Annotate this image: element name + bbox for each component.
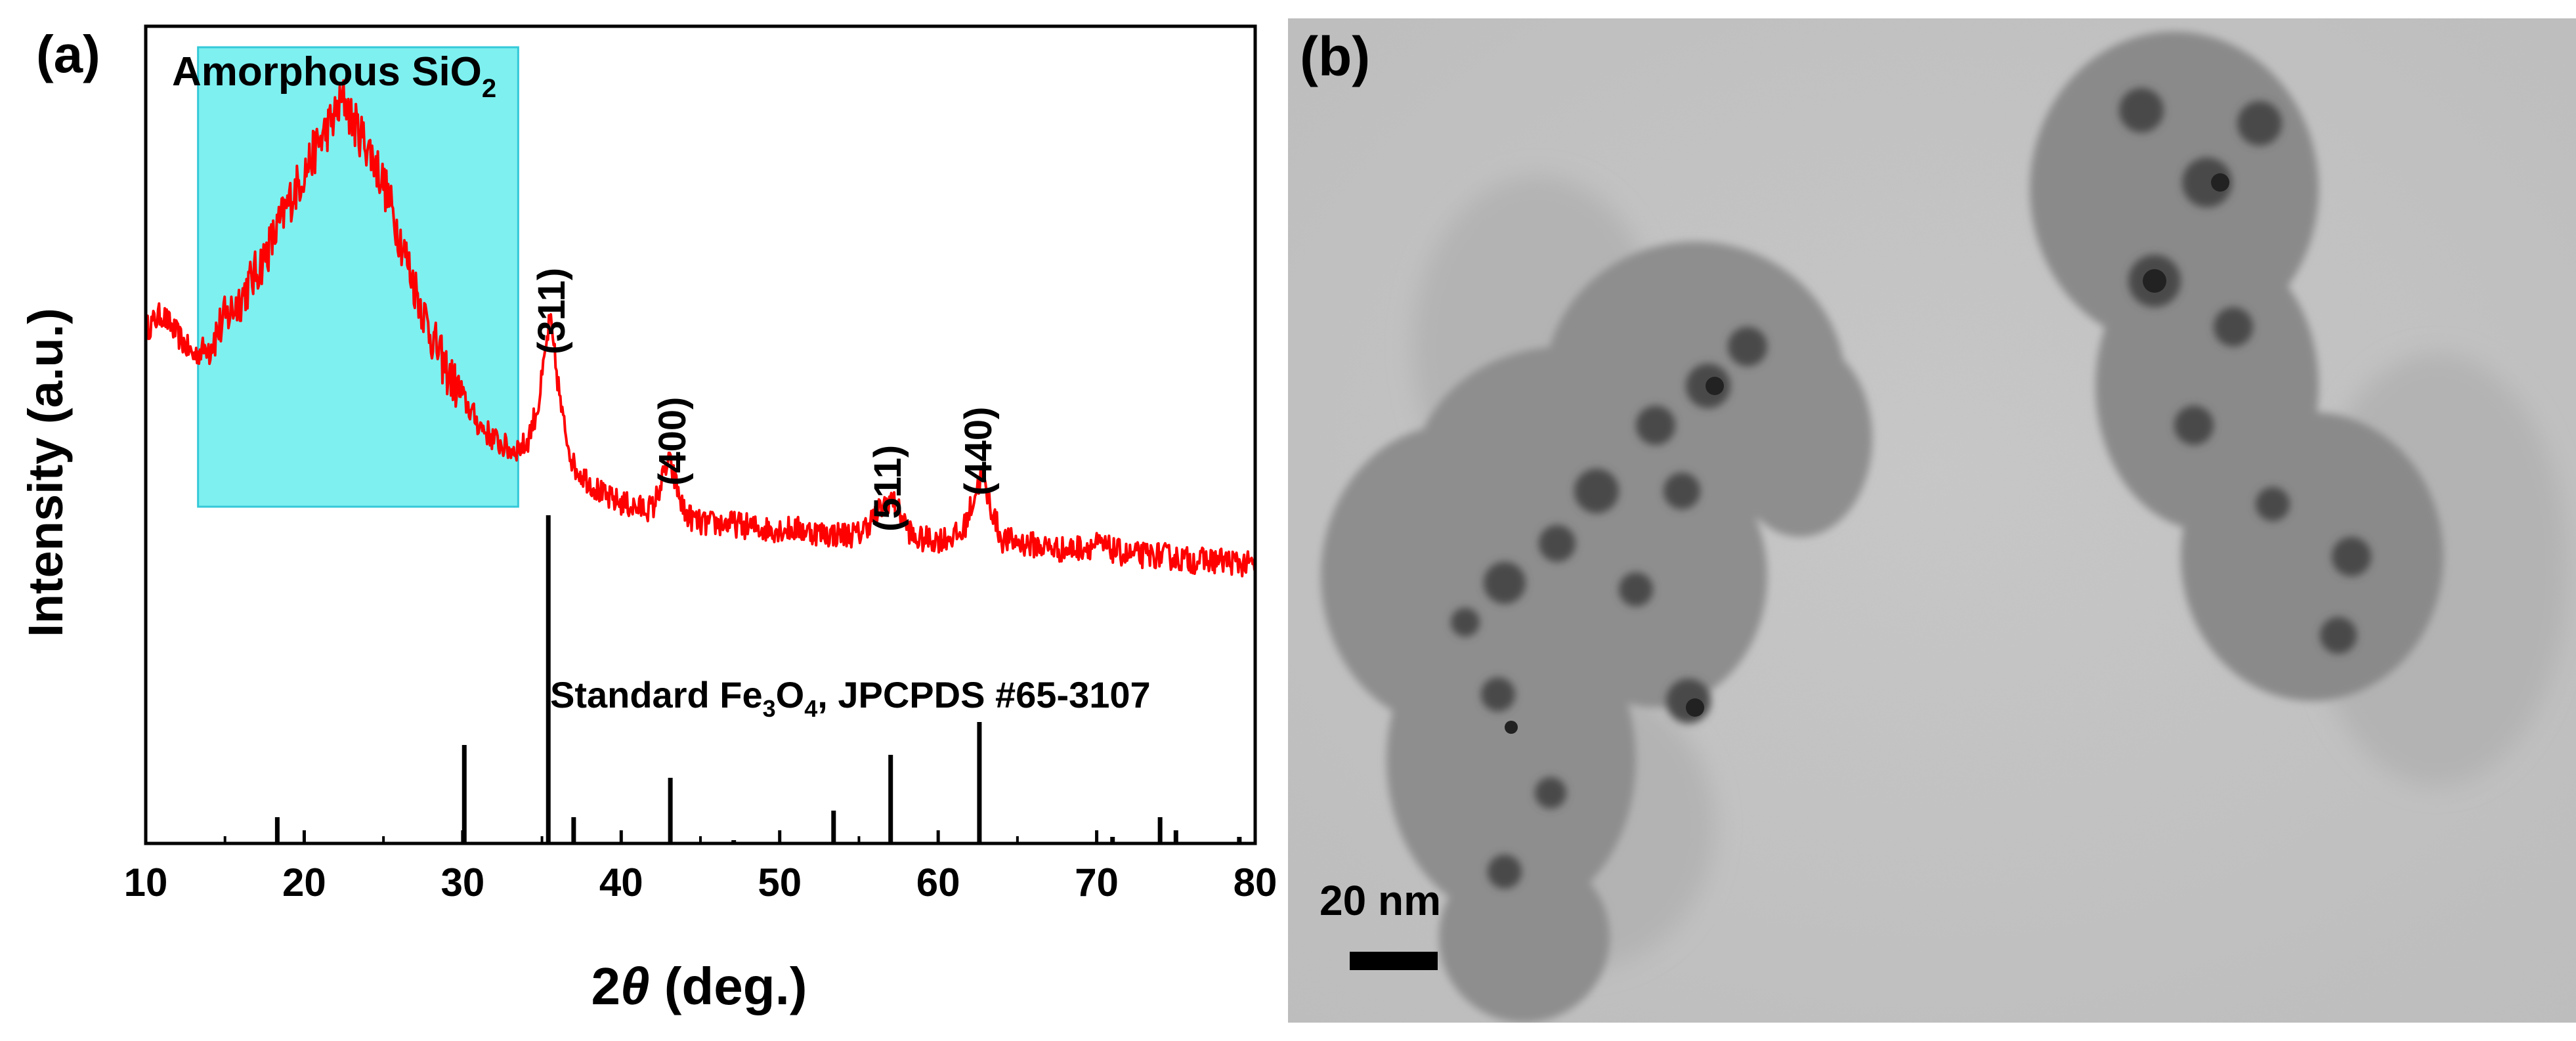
xrd-chart: 10 20 30 40 50 60 70 80 (a) Amorphous SiO2 Stan… <box>18 24 1277 1015</box>
x-tick-label: 80 <box>1234 860 1277 904</box>
peak-label-511: (511) <box>867 445 909 532</box>
x-tick-label: 50 <box>758 860 802 904</box>
scale-bar <box>1350 952 1438 970</box>
x-tick-label: 40 <box>599 860 643 904</box>
xrd-curve <box>144 79 1256 578</box>
x-tick-label: 10 <box>124 860 168 904</box>
reference-lines-group <box>274 515 1242 843</box>
tem-micrograph <box>1288 18 2576 1023</box>
panel-a-label: (a) <box>36 25 100 83</box>
x-tick-label: 20 <box>282 860 326 904</box>
peak-label-311: (311) <box>530 268 573 354</box>
peak-label-400: (400) <box>651 397 694 486</box>
fe3o4-nanoparticles-dark <box>1505 173 2229 734</box>
x-tick-label: 60 <box>916 860 960 904</box>
x-tick-label: 30 <box>440 860 484 904</box>
y-axis-label: Intensity (a.u.) <box>18 308 73 637</box>
standard-label: Standard Fe3O4, JPCPDS #65-3107 <box>550 674 1151 722</box>
scale-bar-label: 20 nm <box>1320 877 1441 924</box>
fe3o4-nanoparticles <box>1451 88 2371 889</box>
aggregate-right <box>2030 32 2443 701</box>
peak-label-440: (440) <box>957 407 1000 496</box>
panel-b-label: (b) <box>1300 26 1371 87</box>
x-axis-ticks: 10 20 30 40 50 60 70 80 <box>124 830 1277 904</box>
x-axis-label: 2θ (deg.) <box>591 957 807 1015</box>
x-tick-label: 70 <box>1075 860 1119 904</box>
amorphous-label: Amorphous SiO2 <box>172 49 496 103</box>
xrd-curve-group <box>144 79 1256 578</box>
